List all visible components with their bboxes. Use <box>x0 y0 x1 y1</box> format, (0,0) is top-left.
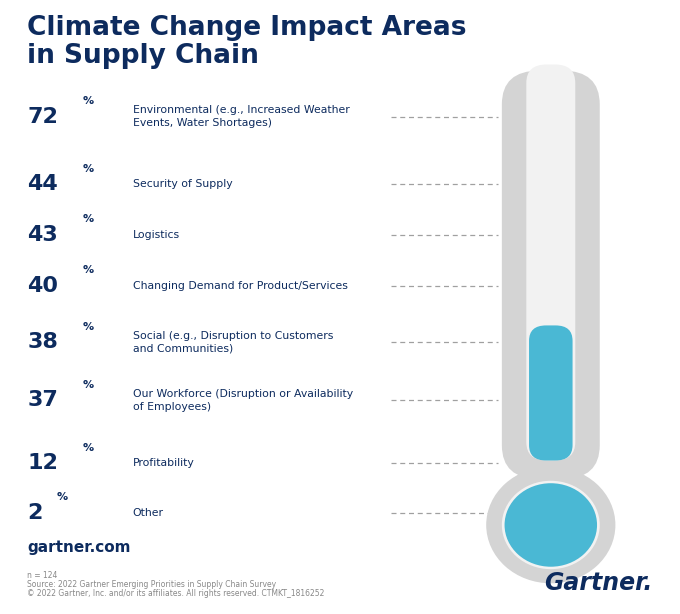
Circle shape <box>486 467 615 583</box>
Text: %: % <box>82 265 93 275</box>
Text: Source: 2022 Gartner Emerging Priorities in Supply Chain Survey: Source: 2022 Gartner Emerging Priorities… <box>27 580 276 589</box>
Text: %: % <box>82 96 93 106</box>
Circle shape <box>505 483 597 567</box>
Text: © 2022 Gartner, Inc. and/or its affiliates. All rights reserved. CTMKT_1816252: © 2022 Gartner, Inc. and/or its affiliat… <box>27 589 324 597</box>
Text: %: % <box>56 492 67 502</box>
Text: Profitability: Profitability <box>133 458 194 468</box>
Text: n = 124: n = 124 <box>27 572 58 580</box>
Text: gartner.com: gartner.com <box>27 540 131 555</box>
Text: %: % <box>82 380 93 390</box>
Text: %: % <box>82 164 93 174</box>
FancyBboxPatch shape <box>526 64 575 460</box>
Text: Environmental (e.g., Increased Weather
Events, Water Shortages): Environmental (e.g., Increased Weather E… <box>133 105 350 128</box>
Text: in Supply Chain: in Supply Chain <box>27 43 259 69</box>
Text: %: % <box>82 443 93 453</box>
Text: Gartner.: Gartner. <box>545 571 653 596</box>
Text: %: % <box>82 322 93 332</box>
Text: 37: 37 <box>27 391 58 410</box>
Text: Changing Demand for Product/Services: Changing Demand for Product/Services <box>133 281 347 290</box>
Text: Other: Other <box>133 508 164 518</box>
Text: Social (e.g., Disruption to Customers
and Communities): Social (e.g., Disruption to Customers an… <box>133 330 333 354</box>
Text: 40: 40 <box>27 276 58 295</box>
Text: 38: 38 <box>27 332 58 352</box>
Text: 44: 44 <box>27 174 58 194</box>
FancyBboxPatch shape <box>529 325 573 460</box>
Text: 12: 12 <box>27 453 58 473</box>
Text: Logistics: Logistics <box>133 230 180 239</box>
Circle shape <box>502 481 600 569</box>
Text: Climate Change Impact Areas: Climate Change Impact Areas <box>27 15 466 41</box>
Text: 2: 2 <box>27 503 43 523</box>
Text: %: % <box>82 214 93 224</box>
FancyBboxPatch shape <box>502 71 600 479</box>
Text: Our Workforce (Disruption or Availability
of Employees): Our Workforce (Disruption or Availabilit… <box>133 389 353 412</box>
Text: Security of Supply: Security of Supply <box>133 179 233 189</box>
Text: 72: 72 <box>27 107 58 126</box>
Text: 43: 43 <box>27 225 58 244</box>
